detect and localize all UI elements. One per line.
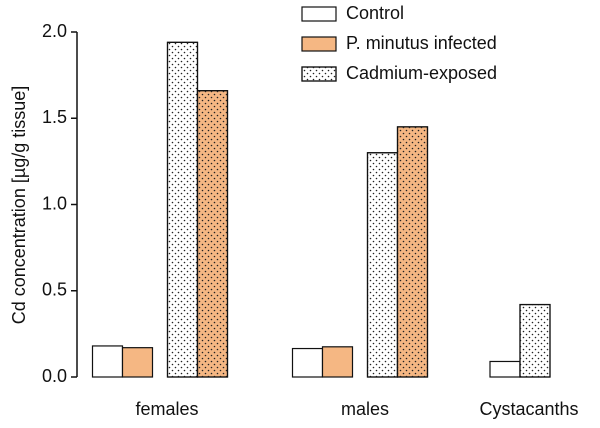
y-axis-label: Cd concentration [µg/g tissue] (9, 86, 29, 325)
x-tick-label: Cystacanths (479, 399, 578, 419)
bar (291, 347, 324, 378)
legend-swatch (301, 6, 337, 22)
bar (489, 360, 521, 378)
bar (321, 346, 354, 378)
x-tick-label: females (135, 399, 198, 419)
y-tick-label: 0.5 (42, 280, 67, 300)
legend-label: Control (346, 3, 404, 23)
bar-pattern (396, 126, 429, 378)
y-tick-label: 1.5 (42, 107, 67, 127)
bar-pattern (166, 41, 199, 378)
x-tick-label: males (341, 399, 389, 419)
y-tick-label: 2.0 (42, 21, 67, 41)
y-tick-label: 1.0 (42, 193, 67, 213)
bar (121, 347, 154, 378)
y-tick-label: 0.0 (42, 366, 67, 386)
legend-label: Cadmium-exposed (346, 63, 497, 83)
bar-pattern (196, 90, 229, 378)
legend-swatch (301, 36, 337, 52)
bar-pattern (519, 303, 551, 378)
legend-label: P. minutus infected (346, 33, 497, 53)
legend-swatch-pattern (301, 66, 337, 82)
bar-pattern (366, 152, 399, 378)
bar (91, 345, 124, 378)
